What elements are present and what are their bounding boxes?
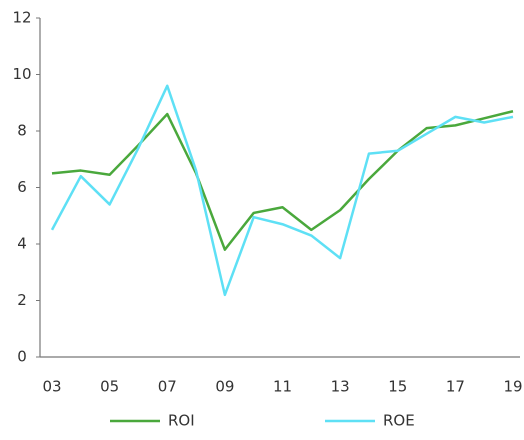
series-line (50, 84, 514, 297)
x-tick-label: 05 (100, 378, 119, 396)
x-tick-label: 15 (388, 378, 407, 396)
y-tick-label: 4 (17, 235, 27, 253)
legend-label: ROI (168, 412, 195, 430)
legend-label: ROE (383, 412, 415, 430)
y-tick-label: 6 (17, 178, 27, 196)
x-tick-label: 07 (158, 378, 177, 396)
x-tick-label: 11 (273, 378, 292, 396)
x-tick-label: 03 (42, 378, 61, 396)
y-tick-label: 12 (12, 9, 31, 27)
x-tick-label: 17 (446, 378, 465, 396)
x-tick-label: 19 (503, 378, 522, 396)
y-tick-label: 10 (12, 65, 31, 83)
y-tick-label: 2 (17, 291, 27, 309)
x-tick-label: 13 (331, 378, 350, 396)
y-tick-label: 8 (17, 122, 27, 140)
y-tick-label: 0 (17, 348, 27, 366)
x-tick-label: 09 (215, 378, 234, 396)
